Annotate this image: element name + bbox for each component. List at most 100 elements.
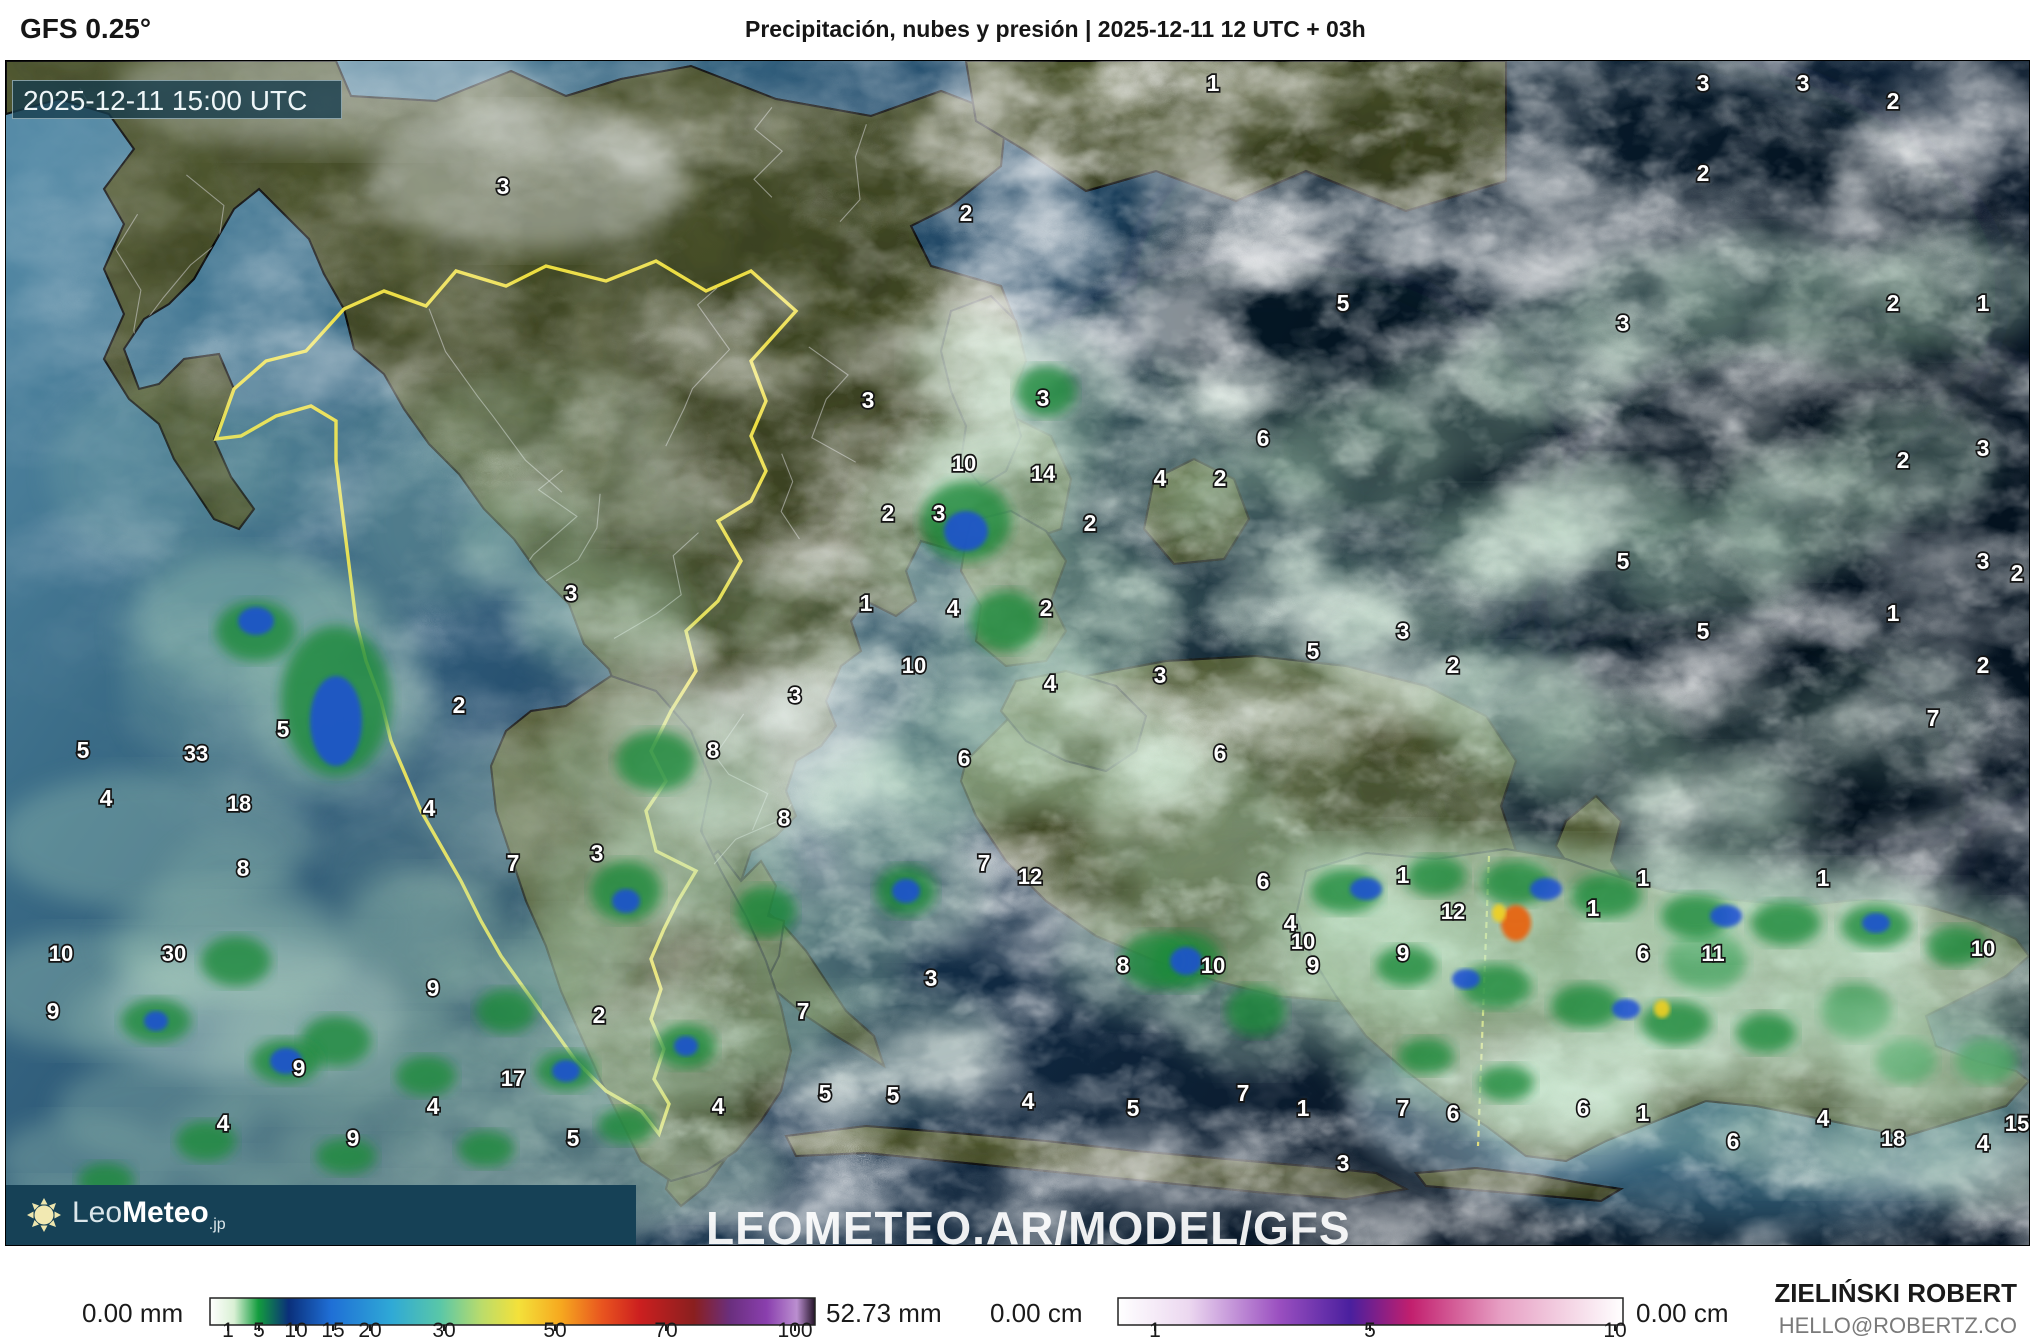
svg-text:30: 30 [162, 941, 186, 966]
svg-text:3: 3 [1697, 70, 1710, 96]
svg-text:8: 8 [1117, 952, 1130, 978]
svg-text:3: 3 [1154, 662, 1167, 688]
svg-text:1: 1 [1817, 865, 1830, 891]
svg-text:2: 2 [882, 500, 895, 526]
svg-text:5: 5 [1697, 618, 1710, 644]
svg-text:1: 1 [1397, 862, 1410, 888]
svg-text:6: 6 [1577, 1095, 1590, 1121]
svg-text:5: 5 [277, 716, 290, 742]
svg-text:1: 1 [1977, 290, 1990, 316]
svg-text:9: 9 [1397, 940, 1410, 966]
svg-text:6: 6 [1257, 868, 1270, 894]
svg-text:1: 1 [1887, 600, 1900, 626]
svg-text:2: 2 [453, 692, 466, 718]
svg-text:7: 7 [507, 850, 520, 876]
svg-text:4: 4 [712, 1093, 725, 1119]
svg-text:4: 4 [1022, 1088, 1035, 1114]
svg-text:4: 4 [1154, 465, 1167, 491]
svg-text:9: 9 [1307, 952, 1320, 978]
svg-text:1: 1 [1637, 1100, 1650, 1126]
svg-text:3: 3 [1617, 310, 1630, 336]
svg-text:2: 2 [1977, 652, 1990, 678]
svg-text:3: 3 [1977, 435, 1990, 461]
svg-text:2: 2 [1887, 290, 1900, 316]
svg-text:3: 3 [1337, 1150, 1350, 1176]
svg-text:15: 15 [2005, 1111, 2029, 1136]
svg-text:4: 4 [423, 795, 436, 821]
svg-text:10: 10 [49, 941, 73, 966]
svg-text:20: 20 [358, 1319, 381, 1339]
svg-text:2: 2 [1084, 510, 1097, 536]
svg-text:5: 5 [1364, 1319, 1376, 1339]
svg-text:2: 2 [960, 200, 973, 226]
svg-text:8: 8 [707, 737, 720, 763]
svg-text:9: 9 [347, 1125, 360, 1151]
svg-text:8: 8 [237, 855, 250, 881]
svg-text:2: 2 [1897, 447, 1910, 473]
svg-text:4: 4 [100, 785, 113, 811]
svg-text:2: 2 [2011, 560, 2024, 586]
svg-text:14: 14 [1031, 461, 1056, 486]
svg-text:100: 100 [777, 1319, 812, 1339]
svg-text:18: 18 [227, 791, 251, 816]
svg-text:3: 3 [591, 840, 604, 866]
svg-text:1: 1 [860, 590, 873, 616]
svg-text:7: 7 [1397, 1095, 1410, 1121]
svg-text:1: 1 [1587, 895, 1600, 921]
svg-text:11: 11 [1701, 941, 1724, 966]
svg-text:10: 10 [1603, 1319, 1626, 1339]
svg-text:50: 50 [543, 1319, 566, 1339]
svg-text:5: 5 [887, 1082, 900, 1108]
svg-text:3: 3 [565, 580, 578, 606]
svg-text:12: 12 [1441, 899, 1465, 924]
svg-text:4: 4 [1817, 1105, 1830, 1131]
svg-text:6: 6 [1214, 740, 1227, 766]
svg-text:2: 2 [1214, 465, 1227, 491]
svg-text:2: 2 [1697, 160, 1710, 186]
svg-text:5: 5 [1617, 548, 1630, 574]
svg-text:6: 6 [1727, 1128, 1740, 1154]
svg-text:2: 2 [593, 1002, 606, 1028]
svg-text:3: 3 [1977, 548, 1990, 574]
svg-text:5: 5 [1337, 290, 1350, 316]
svg-text:9: 9 [427, 975, 440, 1001]
svg-text:10: 10 [284, 1319, 307, 1339]
svg-text:3: 3 [1397, 618, 1410, 644]
svg-text:17: 17 [501, 1066, 525, 1091]
svg-text:5: 5 [819, 1080, 832, 1106]
svg-text:10: 10 [902, 653, 926, 678]
svg-text:10: 10 [952, 451, 976, 476]
svg-text:1: 1 [1297, 1095, 1310, 1121]
svg-text:3: 3 [1797, 70, 1810, 96]
svg-text:4: 4 [1977, 1130, 1990, 1156]
svg-text:5: 5 [567, 1125, 580, 1151]
svg-text:3: 3 [862, 387, 875, 413]
svg-text:33: 33 [184, 741, 208, 766]
svg-text:7: 7 [978, 850, 991, 876]
svg-text:4: 4 [947, 595, 960, 621]
svg-text:3: 3 [1037, 385, 1050, 411]
svg-text:70: 70 [654, 1319, 677, 1339]
svg-text:3: 3 [497, 173, 510, 199]
svg-text:10: 10 [1201, 953, 1225, 978]
svg-text:3: 3 [933, 500, 946, 526]
svg-text:3: 3 [925, 965, 938, 991]
svg-text:10: 10 [1291, 929, 1315, 954]
svg-text:4: 4 [1044, 670, 1057, 696]
svg-text:2: 2 [1447, 652, 1460, 678]
svg-text:8: 8 [778, 805, 791, 831]
svg-text:5: 5 [1127, 1095, 1140, 1121]
svg-text:6: 6 [1637, 940, 1650, 966]
svg-text:6: 6 [1257, 425, 1270, 451]
svg-text:5: 5 [1307, 638, 1320, 664]
svg-text:30: 30 [432, 1319, 455, 1339]
svg-text:7: 7 [1237, 1080, 1250, 1106]
svg-text:12: 12 [1018, 864, 1042, 889]
svg-text:6: 6 [1447, 1100, 1460, 1126]
svg-text:9: 9 [47, 998, 60, 1024]
svg-text:4: 4 [217, 1110, 230, 1136]
svg-text:2: 2 [1040, 595, 1053, 621]
svg-text:9: 9 [293, 1055, 306, 1081]
svg-text:1: 1 [222, 1319, 234, 1339]
svg-text:1: 1 [1207, 70, 1220, 96]
